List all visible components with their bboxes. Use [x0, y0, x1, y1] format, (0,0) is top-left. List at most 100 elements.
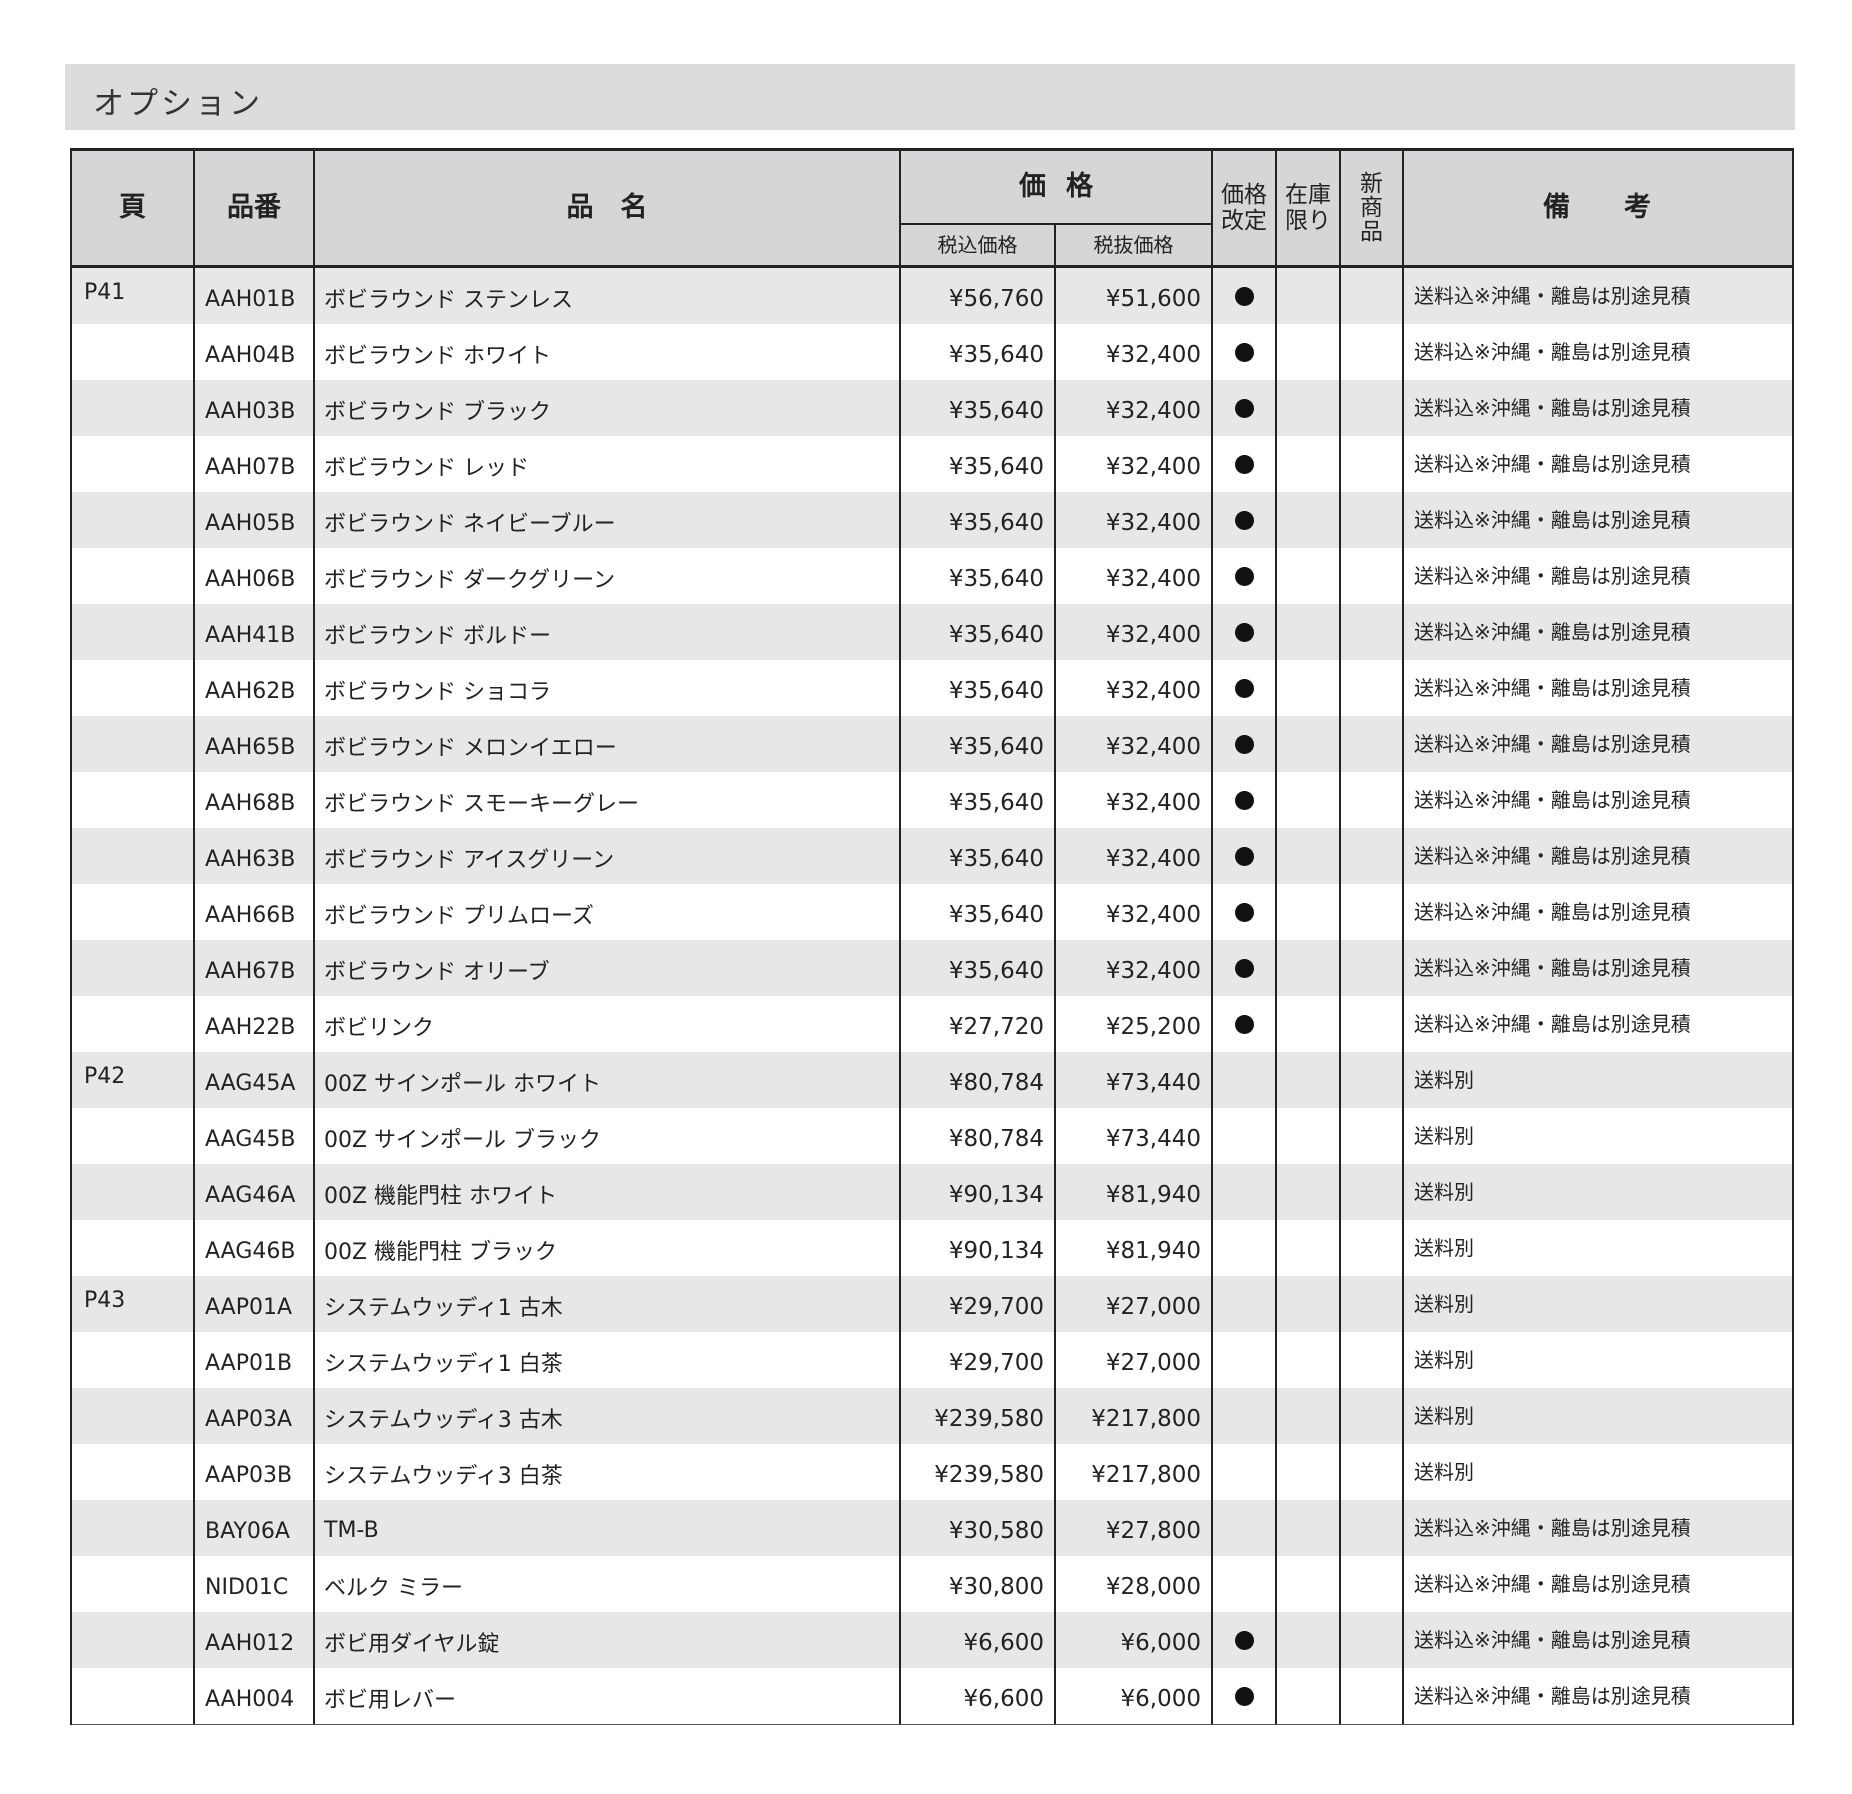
cell-revised: [1213, 604, 1277, 660]
cell-stock: [1277, 548, 1341, 604]
table-row: BAY06A TM-B ¥30,580 ¥27,800 送料込※沖縄・離島は別途見積: [72, 1500, 1792, 1556]
cell-excl: ¥32,400: [1056, 492, 1213, 548]
cell-stock: [1277, 492, 1341, 548]
cell-excl: ¥73,440: [1056, 1052, 1213, 1108]
header-price-incl: 税込価格: [901, 223, 1056, 265]
cell-code: BAY06A: [195, 1500, 315, 1556]
cell-incl: ¥80,784: [901, 1108, 1056, 1164]
cell-name: ボビラウンド ステンレス: [315, 268, 901, 324]
cell-note: 送料別: [1414, 1459, 1474, 1484]
cell-new: [1341, 1164, 1404, 1220]
cell-stock: [1277, 996, 1341, 1052]
cell-code: AAG46A: [195, 1164, 315, 1220]
cell-incl: ¥35,640: [901, 828, 1056, 884]
cell-revised: [1213, 548, 1277, 604]
table-row: AAP01B システムウッディ1 白茶 ¥29,700 ¥27,000 送料別: [72, 1332, 1792, 1388]
cell-revised: [1213, 268, 1277, 324]
cell-name: TM-B: [315, 1500, 901, 1556]
cell-stock: [1277, 1556, 1341, 1612]
cell-excl: ¥27,000: [1056, 1276, 1213, 1332]
cell-excl: ¥25,200: [1056, 996, 1213, 1052]
price-revised-dot-icon: [1234, 566, 1254, 586]
cell-stock: [1277, 884, 1341, 940]
cell-page: [72, 660, 195, 716]
cell-page: P42: [72, 1052, 195, 1108]
cell-note: 送料込※沖縄・離島は別途見積: [1414, 1515, 1691, 1540]
cell-incl: ¥35,640: [901, 548, 1056, 604]
cell-excl: ¥217,800: [1056, 1444, 1213, 1500]
cell-name: ボビラウンド ホワイト: [315, 324, 901, 380]
cell-name: ボビラウンド ブラック: [315, 380, 901, 436]
cell-name: ボビラウンド オリーブ: [315, 940, 901, 996]
table-row: AAG45B 00Z サインポール ブラック ¥80,784 ¥73,440 送料別: [72, 1108, 1792, 1164]
cell-note: 送料込※沖縄・離島は別途見積: [1414, 395, 1691, 420]
cell-note: 送料別: [1414, 1123, 1474, 1148]
cell-page: [72, 1108, 195, 1164]
cell-page: [72, 324, 195, 380]
cell-note: 送料込※沖縄・離島は別途見積: [1414, 283, 1691, 308]
cell-revised: [1213, 940, 1277, 996]
cell-page: [72, 828, 195, 884]
cell-name: ボビ用ダイヤル錠: [315, 1612, 901, 1668]
cell-new: [1341, 716, 1404, 772]
cell-page: [72, 380, 195, 436]
table-row: AAP03A システムウッディ3 古木 ¥239,580 ¥217,800 送料別: [72, 1388, 1792, 1444]
cell-excl: ¥32,400: [1056, 436, 1213, 492]
cell-code: AAP03A: [195, 1388, 315, 1444]
cell-new: [1341, 380, 1404, 436]
cell-excl: ¥32,400: [1056, 940, 1213, 996]
cell-page: [72, 996, 195, 1052]
cell-incl: ¥239,580: [901, 1388, 1056, 1444]
cell-new: [1341, 1108, 1404, 1164]
cell-code: AAH67B: [195, 940, 315, 996]
cell-incl: ¥30,580: [901, 1500, 1056, 1556]
header-name: 品 名: [315, 151, 901, 265]
price-revised-dot-icon: [1234, 398, 1254, 418]
cell-incl: ¥29,700: [901, 1276, 1056, 1332]
cell-page: [72, 604, 195, 660]
cell-note: 送料込※沖縄・離島は別途見積: [1414, 955, 1691, 980]
table-row: AAH22B ボビリンク ¥27,720 ¥25,200 送料込※沖縄・離島は別途見積: [72, 996, 1792, 1052]
cell-page: [72, 1164, 195, 1220]
cell-name: ボビラウンド アイスグリーン: [315, 828, 901, 884]
cell-stock: [1277, 268, 1341, 324]
cell-name: ボビラウンド ボルドー: [315, 604, 901, 660]
cell-revised: [1213, 1108, 1277, 1164]
cell-new: [1341, 828, 1404, 884]
cell-incl: ¥35,640: [901, 884, 1056, 940]
cell-note: 送料込※沖縄・離島は別途見積: [1414, 899, 1691, 924]
cell-name: ボビラウンド メロンイエロー: [315, 716, 901, 772]
cell-revised: [1213, 1052, 1277, 1108]
section-title-bar: オプション: [65, 64, 1795, 130]
cell-excl: ¥51,600: [1056, 268, 1213, 324]
cell-stock: [1277, 436, 1341, 492]
header-code: 品番: [195, 151, 315, 265]
cell-stock: [1277, 1108, 1341, 1164]
price-revised-dot-icon: [1234, 902, 1254, 922]
cell-incl: ¥35,640: [901, 380, 1056, 436]
cell-page: P41: [72, 268, 195, 324]
cell-stock: [1277, 1388, 1341, 1444]
header-new-item: 新商品: [1341, 151, 1404, 265]
table-row: AAH03B ボビラウンド ブラック ¥35,640 ¥32,400 送料込※沖縄・離島…: [72, 380, 1792, 436]
cell-incl: ¥6,600: [901, 1612, 1056, 1668]
table-body: P41 AAH01B ボビラウンド ステンレス ¥56,760 ¥51,600 送料込※沖…: [72, 268, 1792, 1724]
cell-new: [1341, 1556, 1404, 1612]
cell-name: システムウッディ3 白茶: [315, 1444, 901, 1500]
price-revised-dot-icon: [1234, 342, 1254, 362]
table-bottom-border: [72, 1724, 1792, 1725]
header-page: 頁: [72, 151, 195, 265]
cell-excl: ¥28,000: [1056, 1556, 1213, 1612]
cell-revised: [1213, 996, 1277, 1052]
cell-note: 送料込※沖縄・離島は別途見積: [1414, 507, 1691, 532]
cell-stock: [1277, 940, 1341, 996]
cell-note: 送料込※沖縄・離島は別途見積: [1414, 1571, 1691, 1596]
price-revised-dot-icon: [1234, 510, 1254, 530]
cell-name: ボビラウンド スモーキーグレー: [315, 772, 901, 828]
cell-incl: ¥90,134: [901, 1164, 1056, 1220]
cell-note: 送料込※沖縄・離島は別途見積: [1414, 619, 1691, 644]
table-row: AAH41B ボビラウンド ボルドー ¥35,640 ¥32,400 送料込※沖縄・離島…: [72, 604, 1792, 660]
header-remarks: 備 考: [1543, 192, 1651, 224]
cell-excl: ¥32,400: [1056, 716, 1213, 772]
cell-stock: [1277, 380, 1341, 436]
